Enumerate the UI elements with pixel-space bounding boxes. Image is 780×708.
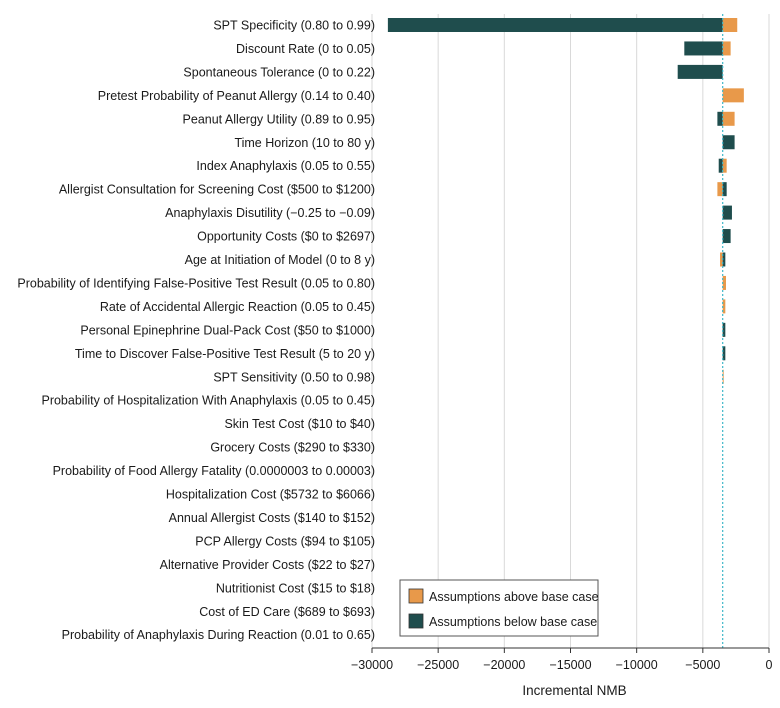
category-label: Anaphylaxis Disutility (−0.25 to −0.09) (165, 206, 375, 220)
category-label: Alternative Provider Costs ($22 to $27) (160, 558, 375, 572)
bars (387, 18, 744, 384)
bar-above-base-case (722, 18, 738, 32)
bar-below-base-case (684, 41, 723, 56)
category-label: Annual Allergist Costs ($140 to $152) (169, 511, 375, 525)
category-label: Cost of ED Care ($689 to $693) (199, 605, 375, 619)
category-label: Probability of Food Allergy Fatality (0.… (53, 464, 375, 478)
bar-below-base-case (722, 346, 726, 361)
bar-below-base-case (722, 322, 726, 337)
bar-above-base-case (722, 41, 731, 56)
bar-below-base-case (722, 182, 727, 197)
x-tick-label: −25000 (417, 658, 459, 672)
category-label: Pretest Probability of Peanut Allergy (0… (98, 89, 375, 103)
category-label: Probability of Identifying False-Positiv… (17, 276, 375, 290)
bar-above-base-case (722, 299, 726, 314)
category-label: SPT Sensitivity (0.50 to 0.98) (213, 370, 375, 384)
category-label: Probability of Anaphylaxis During Reacti… (62, 628, 375, 642)
bar-below-base-case (722, 135, 735, 150)
x-tick-label: −10000 (616, 658, 658, 672)
category-label: Nutritionist Cost ($15 to $18) (216, 581, 375, 595)
bar-above-base-case (722, 111, 735, 126)
category-label: Index Anaphylaxis (0.05 to 0.55) (196, 159, 375, 173)
x-tick-label: −20000 (483, 658, 525, 672)
bar-above-base-case (722, 88, 744, 103)
legend: Assumptions above base case Assumptions … (399, 579, 599, 637)
x-axis-title: Incremental NMB (522, 683, 626, 698)
category-label: Discount Rate (0 to 0.05) (236, 42, 375, 56)
bar-above-base-case (722, 158, 727, 173)
legend-swatch-above (408, 588, 424, 604)
category-label: Age at Initiation of Model (0 to 8 y) (185, 253, 375, 267)
x-tick-label: 0 (766, 658, 773, 672)
category-label: Allergist Consultation for Screening Cos… (59, 183, 375, 197)
bar-above-base-case (717, 182, 723, 197)
bar-below-base-case (722, 252, 726, 267)
category-label: Hospitalization Cost ($5732 to $6066) (166, 488, 375, 502)
category-label: Skin Test Cost ($10 to $40) (224, 417, 375, 431)
legend-label-above: Assumptions above base case (429, 590, 599, 604)
category-label: Rate of Accidental Allergic Reaction (0.… (100, 300, 375, 314)
bar-below-base-case (387, 18, 723, 32)
x-tick-label: −5000 (685, 658, 720, 672)
bar-below-base-case (717, 111, 723, 126)
category-label: Peanut Allergy Utility (0.89 to 0.95) (183, 112, 375, 126)
category-label: Probability of Hospitalization With Anap… (41, 394, 375, 408)
x-tick-label: −15000 (549, 658, 591, 672)
bar-above-base-case (722, 275, 726, 290)
x-axis-ticks: −30000 −25000 −20000 −15000 −10000 −5000 0 (351, 648, 773, 672)
category-label: SPT Specificity (0.80 to 0.99) (213, 19, 375, 33)
category-label: Personal Epinephrine Dual-Pack Cost ($50… (80, 323, 375, 337)
legend-swatch-below (408, 613, 424, 629)
category-label: Grocery Costs ($290 to $330) (210, 441, 375, 455)
bar-above-base-case (720, 252, 723, 267)
bar-below-base-case (677, 64, 723, 79)
bar-below-base-case (722, 229, 731, 244)
legend-box (399, 579, 599, 637)
category-label: Time to Discover False-Positive Test Res… (75, 347, 375, 361)
bar-below-base-case (718, 158, 723, 173)
category-label: Opportunity Costs ($0 to $2697) (197, 230, 375, 244)
legend-label-below: Assumptions below base case (429, 615, 597, 629)
bar-below-base-case (722, 205, 732, 220)
x-tick-label: −30000 (351, 658, 393, 672)
category-label: PCP Allergy Costs ($94 to $105) (195, 534, 375, 548)
category-label: Spontaneous Tolerance (0 to 0.22) (183, 65, 375, 79)
gridlines (371, 14, 770, 648)
bar-above-base-case (722, 369, 724, 384)
category-labels: SPT Specificity (0.80 to 0.99) Discount R… (17, 19, 375, 643)
category-label: Time Horizon (10 to 80 y) (234, 136, 375, 150)
